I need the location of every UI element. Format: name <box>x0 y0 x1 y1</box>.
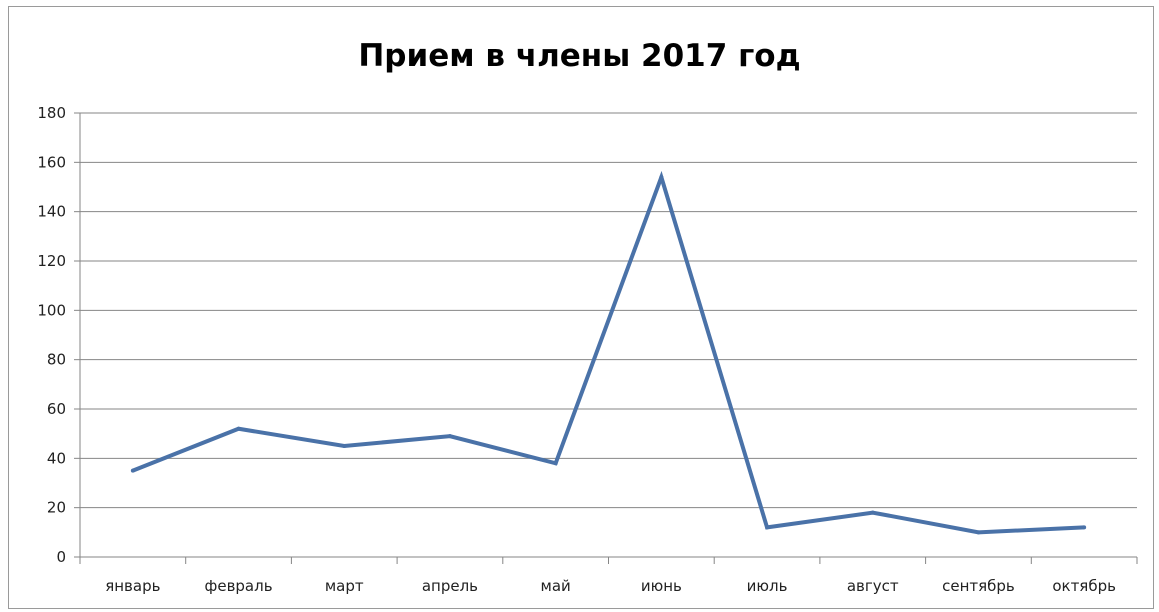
data-point-июль <box>765 525 770 530</box>
x-tick-label: март <box>325 577 364 595</box>
x-tick-label: апрель <box>422 577 478 595</box>
y-tick-label: 120 <box>37 252 66 270</box>
data-point-март <box>342 444 347 448</box>
data-point-май <box>553 461 558 466</box>
x-tick-label: май <box>541 577 571 595</box>
data-point-январь <box>130 468 135 473</box>
x-axis-tick-labels: январь февраль март апрель май июнь июль август… <box>105 577 1116 595</box>
data-point-февраль <box>236 426 241 431</box>
x-tick-label: январь <box>105 577 160 595</box>
data-point-июнь <box>659 175 664 180</box>
y-tick-label: 140 <box>37 203 66 221</box>
data-point-октябрь <box>1082 525 1087 530</box>
axes <box>74 112 1138 564</box>
series-layer <box>130 170 1087 535</box>
data-point-сентябрь <box>976 530 981 535</box>
gridlines <box>80 112 1137 509</box>
x-tick-label: июнь <box>641 577 682 595</box>
y-tick-label: 80 <box>47 351 66 369</box>
y-tick-label: 20 <box>47 499 66 517</box>
y-tick-label: 40 <box>47 449 66 467</box>
y-tick-label: 160 <box>37 153 66 171</box>
y-tick-label: 180 <box>37 104 66 122</box>
y-tick-label: 60 <box>47 400 66 418</box>
chart-title: Прием в члены 2017 год <box>358 38 801 74</box>
y-tick-label: 0 <box>56 548 66 566</box>
data-point-август <box>870 510 875 515</box>
data-point-апрель <box>447 434 452 439</box>
y-axis-tick-labels: 0 20 40 60 80 100 120 140 160 180 <box>37 104 66 566</box>
chart-frame <box>8 6 1154 609</box>
x-tick-label: июль <box>747 577 788 595</box>
x-tick-label: август <box>847 577 899 595</box>
x-tick-label: сентябрь <box>942 577 1015 595</box>
y-tick-label: 100 <box>37 301 66 319</box>
x-tick-label: октябрь <box>1052 577 1116 595</box>
series-line-0 <box>132 170 1085 535</box>
x-tick-label: февраль <box>205 577 273 595</box>
